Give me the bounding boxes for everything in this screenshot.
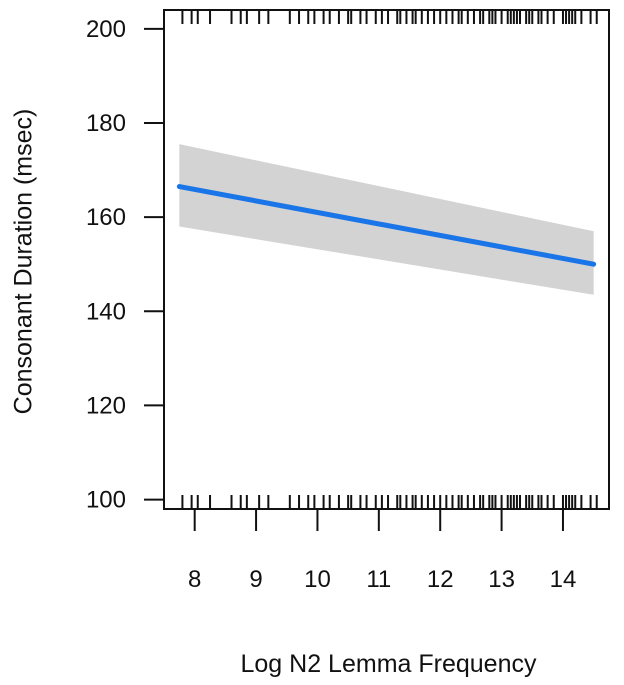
y-tick-label: 200	[86, 16, 126, 43]
y-axis-title: Consonant Duration (msec)	[10, 109, 38, 415]
x-tick-label: 8	[188, 566, 201, 593]
x-tick-label: 14	[550, 566, 577, 593]
x-axis-title: Log N2 Lemma Frequency	[241, 650, 537, 678]
rug-layer	[181, 10, 598, 509]
plot-frame	[163, 9, 610, 510]
y-tick-label: 120	[86, 392, 126, 419]
confidence-band	[179, 144, 594, 295]
regression-line	[176, 184, 597, 267]
y-axis: 100 120 140 160 180 200	[86, 16, 164, 514]
x-axis: 8 9 10 11 12 13 14	[188, 509, 576, 593]
confidence-band-layer	[179, 144, 594, 295]
x-tick-label: 9	[249, 566, 262, 593]
x-tick-label: 13	[488, 566, 515, 593]
x-tick-label: 10	[304, 566, 331, 593]
y-tick-label: 100	[86, 487, 126, 514]
y-tick-label: 140	[86, 298, 126, 325]
x-tick-label: 12	[427, 566, 454, 593]
y-tick-label: 160	[86, 204, 126, 231]
y-tick-label: 180	[86, 110, 126, 137]
regression-line-layer	[176, 184, 597, 267]
x-tick-label: 11	[366, 566, 391, 593]
